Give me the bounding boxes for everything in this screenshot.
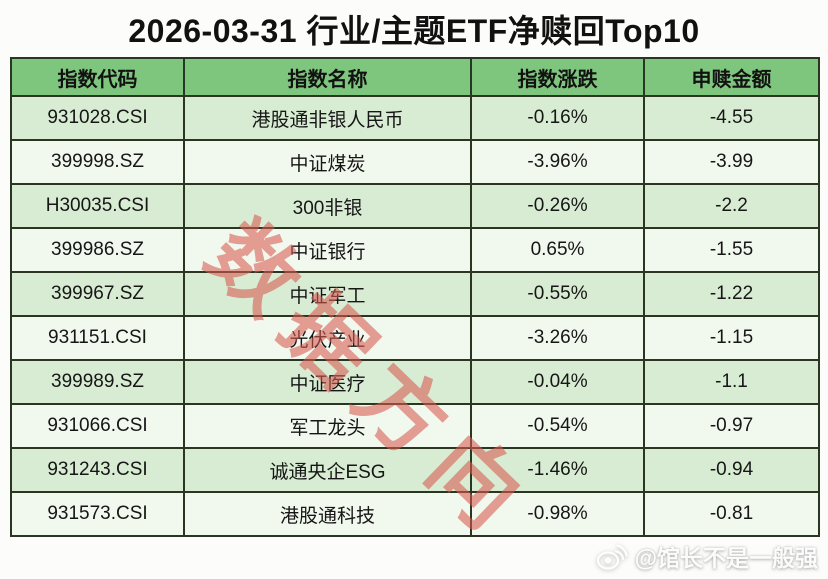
cell-index-code: 399998.SZ (10, 139, 185, 185)
table-header-row: 指数代码 指数名称 指数涨跌 申赎金额 (10, 57, 820, 97)
cell-index-name: 军工龙头 (183, 403, 472, 449)
col-header-redeem-amount: 申赎金额 (643, 57, 820, 97)
etf-redemption-table: 指数代码 指数名称 指数涨跌 申赎金额 931028.CSI 港股通非银人民币 … (10, 57, 820, 537)
cell-index-name: 港股通非银人民币 (183, 95, 472, 141)
table-row: H30035.CSI 300非银 -0.26% -2.2 (10, 183, 820, 229)
cell-index-code: 931066.CSI (10, 403, 185, 449)
cell-redeem-amount: -3.99 (643, 139, 820, 185)
cell-index-code: 931028.CSI (10, 95, 185, 141)
table-row: 399989.SZ 中证医疗 -0.04% -1.1 (10, 359, 820, 405)
cell-index-code: 931151.CSI (10, 315, 185, 361)
table-row: 399967.SZ 中证军工 -0.55% -1.22 (10, 271, 820, 317)
cell-index-change: -0.26% (470, 183, 645, 229)
cell-index-name: 中证军工 (183, 271, 472, 317)
table-row: 399998.SZ 中证煤炭 -3.96% -3.99 (10, 139, 820, 185)
cell-index-code: 399989.SZ (10, 359, 185, 405)
cell-index-code: 931573.CSI (10, 491, 185, 537)
cell-index-name: 中证医疗 (183, 359, 472, 405)
cell-index-name: 光伏产业 (183, 315, 472, 361)
col-header-index-change: 指数涨跌 (470, 57, 645, 97)
table-row: 931066.CSI 军工龙头 -0.54% -0.97 (10, 403, 820, 449)
cell-index-name: 中证银行 (183, 227, 472, 273)
cell-index-name: 诚通央企ESG (183, 447, 472, 493)
cell-redeem-amount: -4.55 (643, 95, 820, 141)
cell-index-change: -0.16% (470, 95, 645, 141)
cell-index-change: -3.96% (470, 139, 645, 185)
credit-text: @馆长不是一般强 (634, 545, 818, 571)
cell-index-change: -0.55% (470, 271, 645, 317)
cell-index-name: 中证煤炭 (183, 139, 472, 185)
cell-index-code: 399967.SZ (10, 271, 185, 317)
table-row: 931151.CSI 光伏产业 -3.26% -1.15 (10, 315, 820, 361)
table-row: 931573.CSI 港股通科技 -0.98% -0.81 (10, 491, 820, 537)
cell-redeem-amount: -0.94 (643, 447, 820, 493)
table-row: 931028.CSI 港股通非银人民币 -0.16% -4.55 (10, 95, 820, 141)
cell-index-change: -1.46% (470, 447, 645, 493)
page-title: 2026-03-31 行业/主题ETF净赎回Top10 (128, 13, 700, 49)
cell-index-code: 931243.CSI (10, 447, 185, 493)
cell-redeem-amount: -0.81 (643, 491, 820, 537)
table-row: 931243.CSI 诚通央企ESG -1.46% -0.94 (10, 447, 820, 493)
cell-index-code: 399986.SZ (10, 227, 185, 273)
cell-redeem-amount: -2.2 (643, 183, 820, 229)
cell-index-change: -3.26% (470, 315, 645, 361)
cell-redeem-amount: -1.55 (643, 227, 820, 273)
cell-redeem-amount: -1.1 (643, 359, 820, 405)
cell-redeem-amount: -1.15 (643, 315, 820, 361)
cell-redeem-amount: -0.97 (643, 403, 820, 449)
weibo-logo-icon (596, 542, 628, 570)
col-header-index-code: 指数代码 (10, 57, 185, 97)
cell-index-change: -0.98% (470, 491, 645, 537)
credit-watermark: @馆长不是一般强 (596, 539, 818, 573)
cell-index-change: -0.54% (470, 403, 645, 449)
table-row: 399986.SZ 中证银行 0.65% -1.55 (10, 227, 820, 273)
col-header-index-name: 指数名称 (183, 57, 472, 97)
cell-index-change: -0.04% (470, 359, 645, 405)
cell-index-change: 0.65% (470, 227, 645, 273)
cell-redeem-amount: -1.22 (643, 271, 820, 317)
cell-index-name: 300非银 (183, 183, 472, 229)
cell-index-code: H30035.CSI (10, 183, 185, 229)
cell-index-name: 港股通科技 (183, 491, 472, 537)
